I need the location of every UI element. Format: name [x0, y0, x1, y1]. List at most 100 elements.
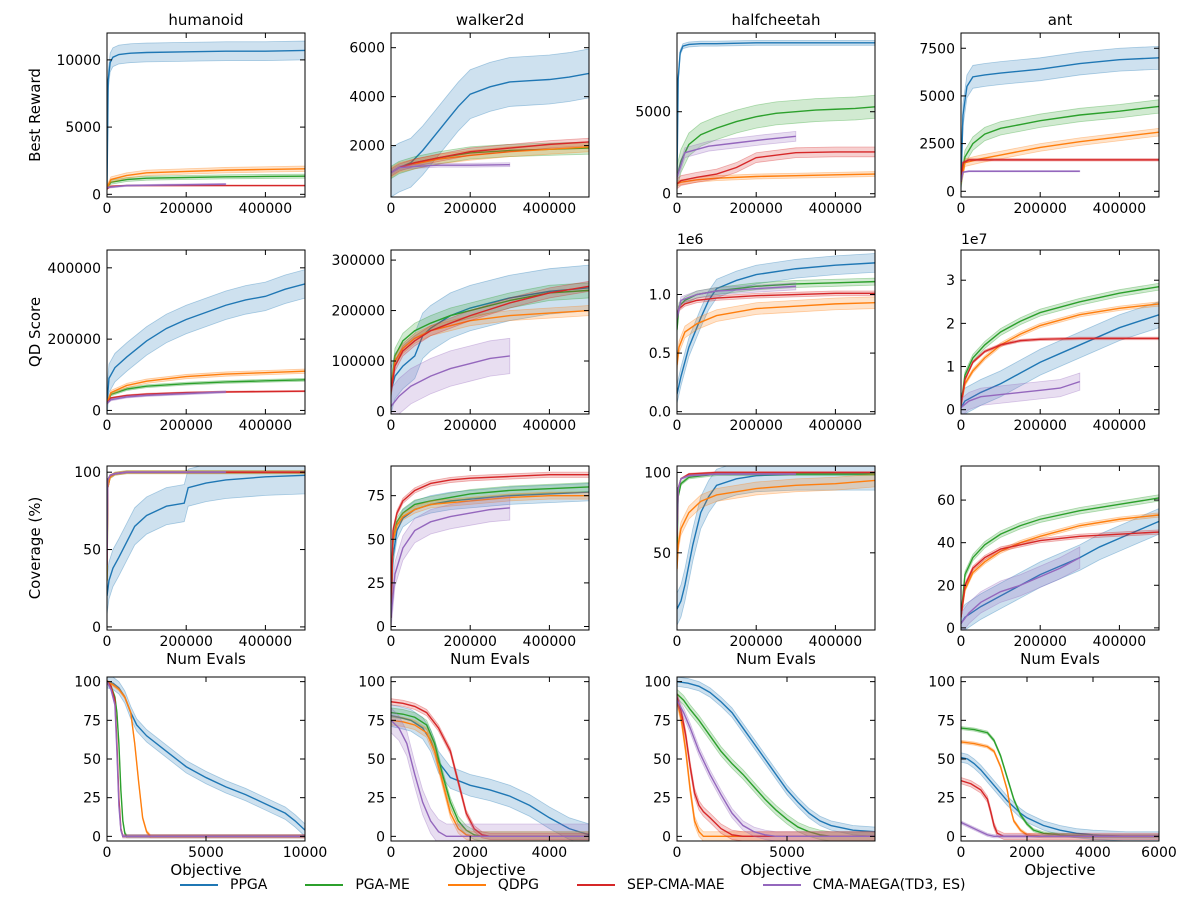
band-cma-maega-td3-es	[961, 372, 1081, 414]
band-ppga	[391, 704, 589, 841]
y-tick-label: 100	[358, 675, 385, 691]
subplot-title: halfcheetah	[732, 11, 821, 29]
band-ppga	[391, 264, 589, 414]
line-ppga	[391, 287, 589, 392]
x-tick-label: 0	[387, 201, 396, 217]
x-tick-label: 400000	[1093, 201, 1146, 217]
y-axis-label: QD Score	[26, 297, 44, 367]
subplot-r2-c1: 0 200000 400000 0 25 50 75 Num Evals	[367, 465, 590, 668]
plot-area	[391, 264, 589, 414]
x-axis-label: Objective	[740, 861, 811, 879]
legend-item-qdpg: QDPG	[447, 877, 539, 893]
subplot-r0-c1: 0 200000 400000 2000 4000 6000 walker2d	[349, 11, 590, 217]
x-tick-label: 400000	[809, 418, 862, 434]
x-tick-label: 400000	[809, 201, 862, 217]
band-ppga	[107, 466, 305, 615]
x-tick-label: 2000	[1009, 845, 1045, 861]
axes-frame	[676, 465, 876, 631]
y-tick-label: 0	[662, 187, 671, 203]
legend-item-pga-me: PGA-ME	[305, 877, 410, 893]
band-cma-maega-td3-es	[961, 170, 1081, 183]
y-tick-label: 6000	[349, 41, 385, 57]
x-tick-label: 400000	[239, 634, 292, 650]
subplot-title: ant	[1048, 11, 1073, 29]
legend-label-qdpg: QDPG	[497, 877, 539, 893]
line-qdpg	[391, 309, 589, 392]
y-tick-label: 50	[653, 546, 671, 562]
x-tick-label: 400000	[809, 634, 862, 650]
line-pga-me	[107, 379, 305, 404]
line-sep-cma-mae	[107, 390, 305, 404]
line-ppga	[961, 520, 1159, 624]
y-tick-label: 400000	[48, 261, 101, 277]
y-tick-label: 2000	[349, 139, 385, 155]
x-tick-label: 2000	[452, 845, 488, 861]
y-exponent-label: 1e7	[961, 232, 987, 248]
legend-swatch-ppga	[180, 884, 218, 886]
line-ppga	[107, 680, 305, 831]
x-axis-label: Num Evals	[736, 650, 816, 668]
y-tick-label: 0	[92, 187, 101, 203]
line-cma-maega-td3-es	[961, 556, 1081, 625]
y-tick-label: 75	[367, 713, 385, 729]
y-tick-label: 0.5	[649, 346, 671, 362]
x-tick-label: 10000	[283, 845, 328, 861]
y-tick-label: 25	[653, 791, 671, 807]
band-ppga	[677, 677, 875, 837]
x-axis-label: Objective	[1024, 861, 1095, 879]
line-sep-cma-mae	[391, 701, 589, 838]
band-qdpg	[961, 301, 1159, 408]
line-pga-me	[961, 105, 1159, 182]
line-pga-me	[961, 727, 1159, 838]
line-ppga	[107, 283, 305, 404]
band-sep-cma-mae	[391, 137, 589, 177]
line-cma-maega-td3-es	[961, 380, 1081, 409]
plot-area	[677, 677, 875, 841]
legend-swatch-cma-maega	[762, 884, 801, 886]
y-tick-label: 75	[653, 713, 671, 729]
x-tick-label: 0	[387, 845, 396, 861]
y-tick-label: 100	[644, 675, 671, 691]
legend-item-cma-maega: CMA-MAEGA(TD3, ES)	[762, 877, 966, 893]
legend-item-sep-cma-mae: SEP-CMA-MAE	[576, 877, 725, 893]
plot-area	[677, 39, 875, 190]
y-tick-label: 100	[74, 465, 101, 481]
line-sep-cma-mae	[961, 531, 1159, 618]
line-ppga	[961, 314, 1159, 408]
legend-label-pga-me: PGA-ME	[355, 877, 410, 893]
plot-area	[961, 726, 1159, 841]
y-tick-label: 0	[376, 620, 385, 636]
band-ppga	[107, 677, 305, 837]
y-tick-label: 20	[937, 578, 955, 594]
y-tick-label: 0	[92, 403, 101, 419]
y-tick-label: 50	[937, 752, 955, 768]
x-tick-label: 4000	[1075, 845, 1111, 861]
line-qdpg	[677, 700, 875, 838]
legend-label-cma-maega: CMA-MAEGA(TD3, ES)	[812, 877, 966, 893]
y-tick-label: 4000	[349, 90, 385, 106]
line-qdpg	[961, 131, 1159, 182]
line-sep-cma-mae	[961, 337, 1159, 406]
line-qdpg	[961, 741, 1159, 838]
band-sep-cma-mae	[677, 290, 875, 321]
plot-area	[961, 494, 1159, 630]
x-tick-label: 0	[387, 634, 396, 650]
line-pga-me	[391, 711, 589, 838]
y-tick-label: 40	[937, 536, 955, 552]
line-sep-cma-mae	[677, 696, 875, 838]
line-qdpg	[391, 494, 589, 618]
x-tick-label: 200000	[729, 634, 782, 650]
band-sep-cma-mae	[961, 777, 1159, 840]
line-cma-maega-td3-es	[391, 355, 510, 407]
line-qdpg	[677, 302, 875, 365]
line-sep-cma-mae	[391, 474, 589, 618]
band-cma-maega-td3-es	[107, 390, 227, 405]
line-cma-maega-td3-es	[677, 285, 796, 319]
y-tick-label: 2500	[919, 137, 955, 153]
subplot-r3-c3: 0 2000 4000 6000 0 25 50 75 100 Objective	[928, 675, 1177, 879]
subplot-r2-c0: 0 200000 400000 0 50 100 Num Evals Coverage (%)	[26, 465, 306, 668]
y-tick-label: 25	[937, 791, 955, 807]
line-sep-cma-mae	[961, 779, 1159, 838]
subplot-r0-c3: 0 200000 400000 0 2500 5000 7500 ant	[919, 11, 1160, 217]
band-sep-cma-mae	[677, 146, 875, 190]
